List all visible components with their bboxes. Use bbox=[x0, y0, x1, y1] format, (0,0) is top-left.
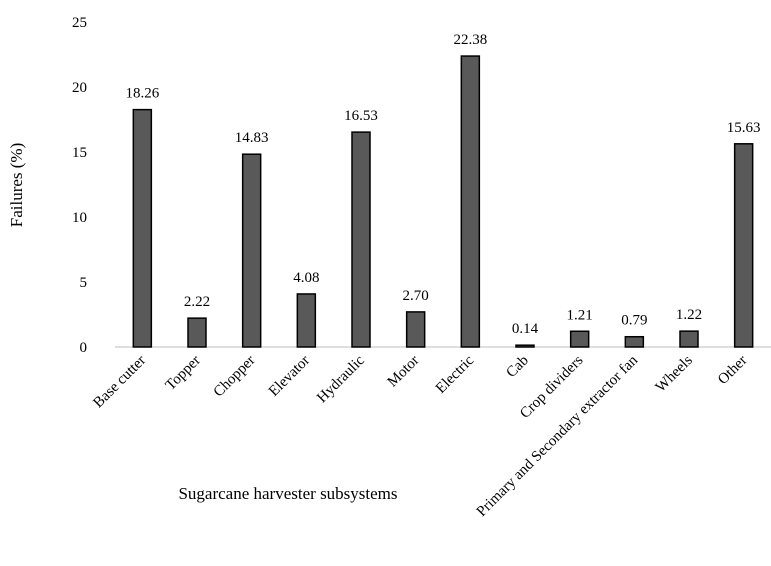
bar bbox=[569, 330, 590, 348]
x-tick-label: Other bbox=[715, 353, 750, 388]
data-label: 2.22 bbox=[184, 294, 210, 310]
bar bbox=[241, 153, 262, 348]
data-label: 2.70 bbox=[403, 288, 429, 304]
data-label: 4.08 bbox=[293, 270, 319, 286]
bar bbox=[624, 335, 645, 348]
x-tick-label: Cab bbox=[503, 353, 531, 381]
y-tick-label: 0 bbox=[80, 340, 88, 356]
bar bbox=[296, 293, 317, 348]
y-axis-ticks: 0 5 10 15 20 25 bbox=[72, 15, 87, 356]
x-tick-label: Electric bbox=[433, 352, 478, 397]
y-tick-label: 25 bbox=[72, 15, 87, 31]
y-tick-label: 10 bbox=[72, 210, 87, 226]
bar bbox=[515, 344, 535, 348]
data-label: 0.14 bbox=[512, 321, 539, 337]
data-label: 15.63 bbox=[727, 120, 761, 136]
bar bbox=[187, 317, 207, 348]
bar bbox=[679, 330, 699, 348]
x-tick-label: Chopper bbox=[211, 353, 259, 401]
data-label: 18.26 bbox=[125, 86, 159, 102]
data-labels: 18.26 2.22 14.83 4.08 16.53 2.70 22.38 0.14 1.21… bbox=[125, 32, 760, 337]
x-tick-label: Elevator bbox=[266, 353, 313, 400]
bar bbox=[460, 55, 481, 348]
data-label: 22.38 bbox=[453, 32, 487, 48]
data-label: 16.53 bbox=[344, 108, 378, 124]
bar bbox=[733, 143, 754, 348]
y-axis-title: Failures (%) bbox=[7, 143, 26, 228]
y-tick-label: 15 bbox=[72, 145, 87, 161]
x-tick-label: Wheels bbox=[653, 352, 696, 395]
bar bbox=[351, 131, 371, 348]
data-label: 14.83 bbox=[235, 130, 269, 146]
bar bbox=[405, 311, 426, 348]
bar bbox=[132, 108, 153, 348]
x-axis-title: Sugarcane harvester subsystems bbox=[178, 484, 397, 503]
x-tick-label: Hydraulic bbox=[314, 352, 368, 406]
x-tick-label: Motor bbox=[385, 353, 423, 391]
x-tick-label: Base cutter bbox=[90, 353, 149, 412]
x-tick-label: Topper bbox=[163, 353, 204, 394]
data-label: 0.79 bbox=[621, 313, 647, 329]
data-label: 1.21 bbox=[567, 307, 593, 323]
y-tick-label: 20 bbox=[72, 80, 87, 96]
bars bbox=[132, 55, 754, 348]
data-label: 1.22 bbox=[676, 307, 702, 323]
y-tick-label: 5 bbox=[80, 275, 88, 291]
